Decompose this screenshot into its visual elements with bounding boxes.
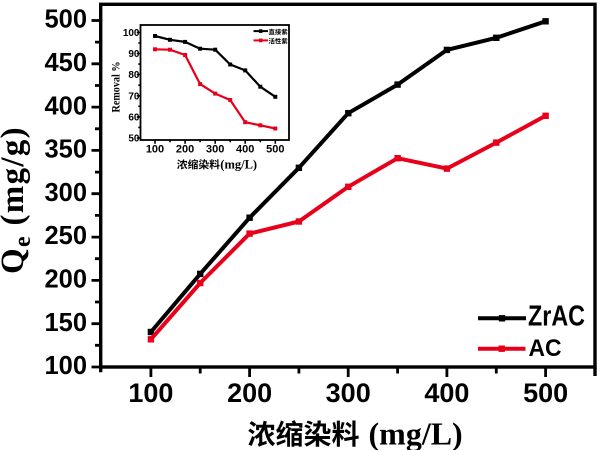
svg-text:AC: AC [529, 335, 562, 362]
svg-text:500: 500 [44, 6, 87, 34]
svg-text:500: 500 [523, 378, 568, 408]
svg-text:200: 200 [227, 378, 272, 408]
svg-text:(mg/L): (mg/L) [220, 157, 257, 171]
svg-text:400: 400 [44, 92, 87, 120]
svg-text:ZrAC: ZrAC [528, 301, 585, 333]
svg-text:450: 450 [44, 49, 87, 77]
svg-text:250: 250 [44, 222, 87, 250]
svg-text:Qe (mg/g): Qe (mg/g) [0, 126, 36, 274]
svg-text:300: 300 [206, 144, 224, 156]
svg-text:150: 150 [44, 309, 87, 337]
svg-text:500: 500 [266, 144, 284, 156]
svg-text:90: 90 [128, 49, 140, 60]
svg-text:200: 200 [176, 144, 194, 156]
svg-text:300: 300 [44, 179, 87, 207]
svg-text:100: 100 [123, 28, 140, 39]
svg-text:350: 350 [44, 136, 87, 164]
svg-text:400: 400 [236, 144, 254, 156]
svg-text:100: 100 [146, 144, 164, 156]
svg-text:Removal %: Removal % [111, 62, 123, 113]
svg-text:(mg/L): (mg/L) [369, 415, 463, 450]
svg-text:400: 400 [424, 378, 469, 408]
svg-text:200: 200 [44, 266, 87, 294]
svg-text:100: 100 [128, 378, 173, 408]
svg-text:50: 50 [128, 134, 140, 145]
svg-text:80: 80 [128, 70, 140, 81]
svg-text:300: 300 [326, 378, 371, 408]
svg-text:60: 60 [128, 113, 140, 124]
svg-text:100: 100 [44, 352, 87, 380]
svg-text:70: 70 [128, 91, 140, 102]
